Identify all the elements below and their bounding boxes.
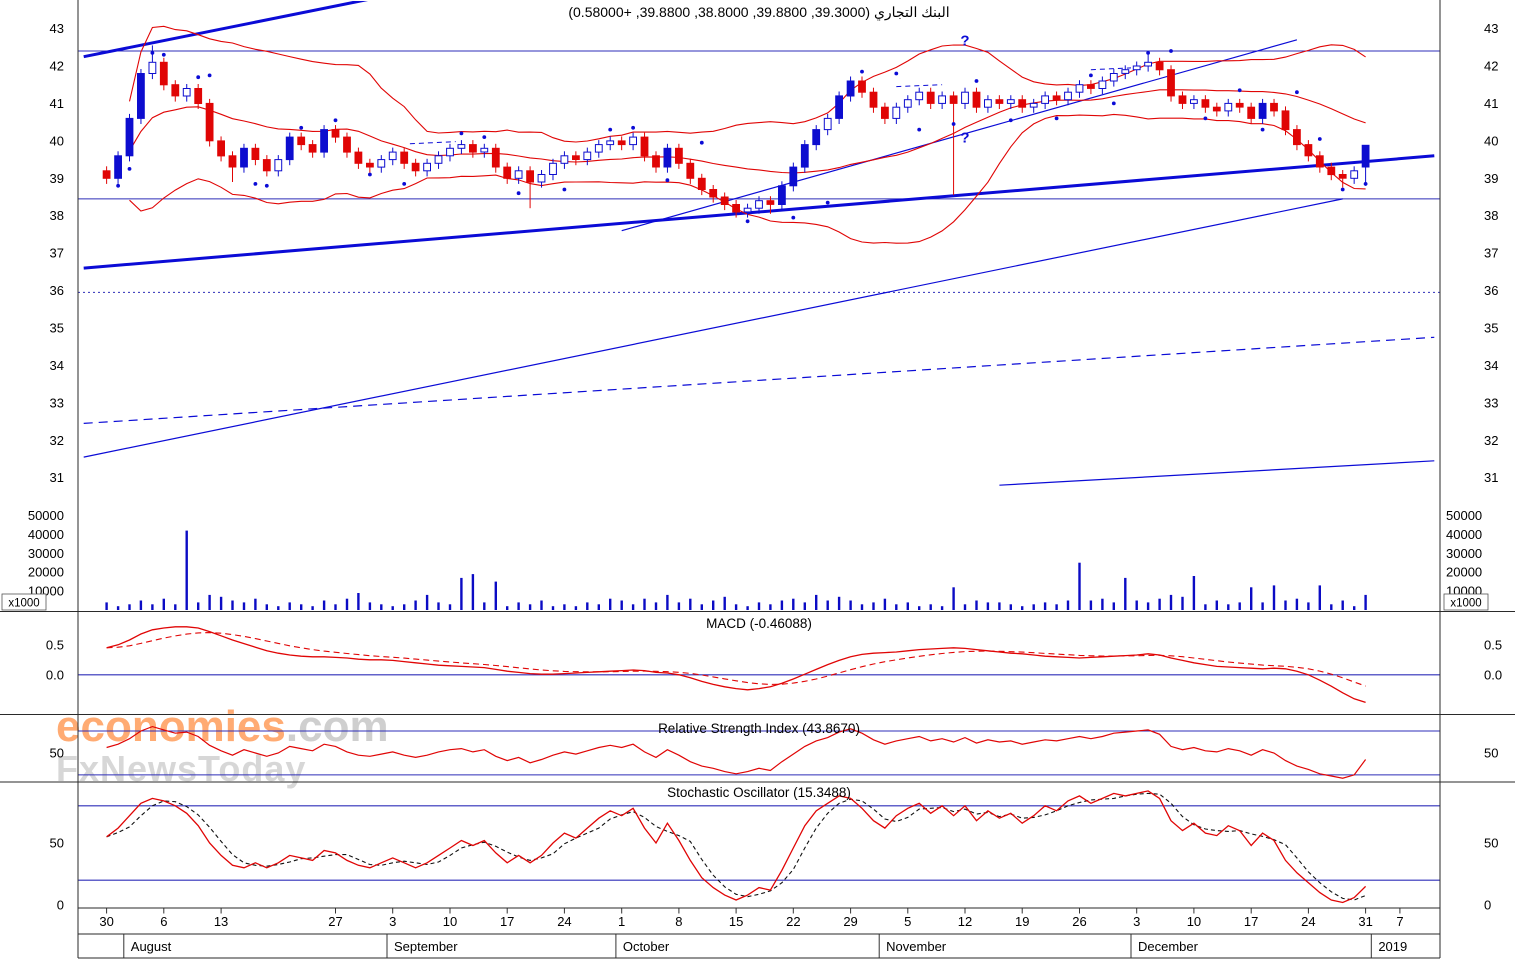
svg-text:40: 40 (50, 133, 64, 148)
svg-text:Stochastic Oscillator (15.3488: Stochastic Oscillator (15.3488) (667, 785, 851, 800)
ohlc-values: (39.3000, 39.8800, 38.8000, 39.8800, +0.… (568, 4, 871, 20)
svg-text:38: 38 (1484, 208, 1498, 223)
svg-text:43: 43 (50, 21, 64, 36)
svg-text:20000: 20000 (1446, 565, 1482, 580)
svg-text:17: 17 (1244, 914, 1258, 929)
volume-panel (105, 530, 1367, 610)
svg-text:40: 40 (1484, 133, 1498, 148)
svg-text:Relative Strength Index (43.86: Relative Strength Index (43.8670) (658, 721, 860, 736)
svg-text:20000: 20000 (28, 565, 64, 580)
svg-text:26: 26 (1072, 914, 1086, 929)
svg-text:August: August (131, 939, 172, 954)
svg-text:10: 10 (443, 914, 457, 929)
svg-text:33: 33 (1484, 395, 1498, 410)
svg-text:17: 17 (500, 914, 514, 929)
svg-text:31: 31 (50, 470, 64, 485)
svg-text:MACD (-0.46088): MACD (-0.46088) (706, 616, 812, 631)
svg-text:3: 3 (389, 914, 396, 929)
y-axis-labels: 43 43 42 42 41 41 40 40 39 39 38 38 37 37 36 36 35 35 34 34… (1, 21, 1502, 912)
svg-text:5: 5 (904, 914, 911, 929)
svg-text:31: 31 (1484, 470, 1498, 485)
svg-text:0: 0 (57, 897, 64, 912)
svg-text:39: 39 (1484, 171, 1498, 186)
svg-text:15: 15 (729, 914, 743, 929)
chart-title: البنك التجاري (39.3000, 39.8800, 38.8000… (78, 4, 1440, 21)
svg-text:27: 27 (328, 914, 342, 929)
svg-text:33: 33 (50, 395, 64, 410)
stoch-panel (78, 790, 1440, 904)
svg-text:41: 41 (1484, 96, 1498, 111)
svg-text:37: 37 (1484, 246, 1498, 261)
x-axis: 30 6 13 27 3 10 17 24 1 8 15 22 29 5 12 19 26 3 10 17 24 31 7 A… (99, 908, 1407, 958)
svg-text:x1000: x1000 (8, 598, 39, 610)
svg-text:50: 50 (1484, 745, 1498, 760)
svg-text:40000: 40000 (28, 527, 64, 542)
svg-text:12: 12 (958, 914, 972, 929)
svg-text:31: 31 (1358, 914, 1372, 929)
svg-text:30: 30 (99, 914, 113, 929)
svg-text:September: September (394, 939, 458, 954)
svg-text:34: 34 (50, 358, 64, 373)
svg-text:50: 50 (1484, 836, 1498, 851)
svg-text:43: 43 (1484, 21, 1498, 36)
svg-text:24: 24 (1301, 914, 1315, 929)
svg-text:30000: 30000 (28, 546, 64, 561)
svg-text:7: 7 (1396, 914, 1403, 929)
svg-text:42: 42 (50, 59, 64, 74)
svg-text:?: ? (960, 130, 969, 147)
svg-text:0.0: 0.0 (46, 667, 64, 682)
macd-panel (78, 626, 1440, 704)
svg-text:35: 35 (1484, 320, 1498, 335)
svg-text:40000: 40000 (1446, 527, 1482, 542)
svg-text:32: 32 (1484, 433, 1498, 448)
svg-text:50000: 50000 (1446, 508, 1482, 523)
svg-text:50: 50 (50, 745, 64, 760)
svg-text:2019: 2019 (1378, 939, 1407, 954)
svg-text:November: November (886, 939, 947, 954)
svg-text:0.0: 0.0 (1484, 667, 1502, 682)
svg-text:0.5: 0.5 (46, 637, 64, 652)
svg-text:October: October (623, 939, 670, 954)
svg-text:32: 32 (50, 433, 64, 448)
svg-text:19: 19 (1015, 914, 1029, 929)
svg-text:24: 24 (557, 914, 571, 929)
security-name: البنك التجاري (873, 4, 950, 20)
svg-text:0: 0 (1484, 897, 1491, 912)
svg-text:39: 39 (50, 171, 64, 186)
svg-text:30000: 30000 (1446, 546, 1482, 561)
svg-text:38: 38 (50, 208, 64, 223)
svg-text:8: 8 (675, 914, 682, 929)
rsi-panel (78, 725, 1440, 779)
svg-text:13: 13 (214, 914, 228, 929)
svg-text:?: ? (960, 32, 969, 49)
panel-titles: MACD (-0.46088) Relative Strength Index (… (658, 616, 860, 800)
svg-text:0.5: 0.5 (1484, 637, 1502, 652)
svg-text:x1000: x1000 (1450, 598, 1481, 610)
svg-text:50: 50 (50, 836, 64, 851)
svg-text:29: 29 (843, 914, 857, 929)
svg-text:37: 37 (50, 246, 64, 261)
svg-text:6: 6 (160, 914, 167, 929)
svg-text:41: 41 (50, 96, 64, 111)
svg-text:3: 3 (1133, 914, 1140, 929)
svg-text:22: 22 (786, 914, 800, 929)
svg-text:36: 36 (50, 283, 64, 298)
svg-text:35: 35 (50, 320, 64, 335)
svg-text:December: December (1138, 939, 1199, 954)
svg-text:50000: 50000 (28, 508, 64, 523)
svg-text:1: 1 (618, 914, 625, 929)
svg-text:36: 36 (1484, 283, 1498, 298)
svg-text:34: 34 (1484, 358, 1498, 373)
svg-text:42: 42 (1484, 59, 1498, 74)
svg-text:10: 10 (1187, 914, 1201, 929)
price-panel: ?? (78, 1, 1440, 486)
